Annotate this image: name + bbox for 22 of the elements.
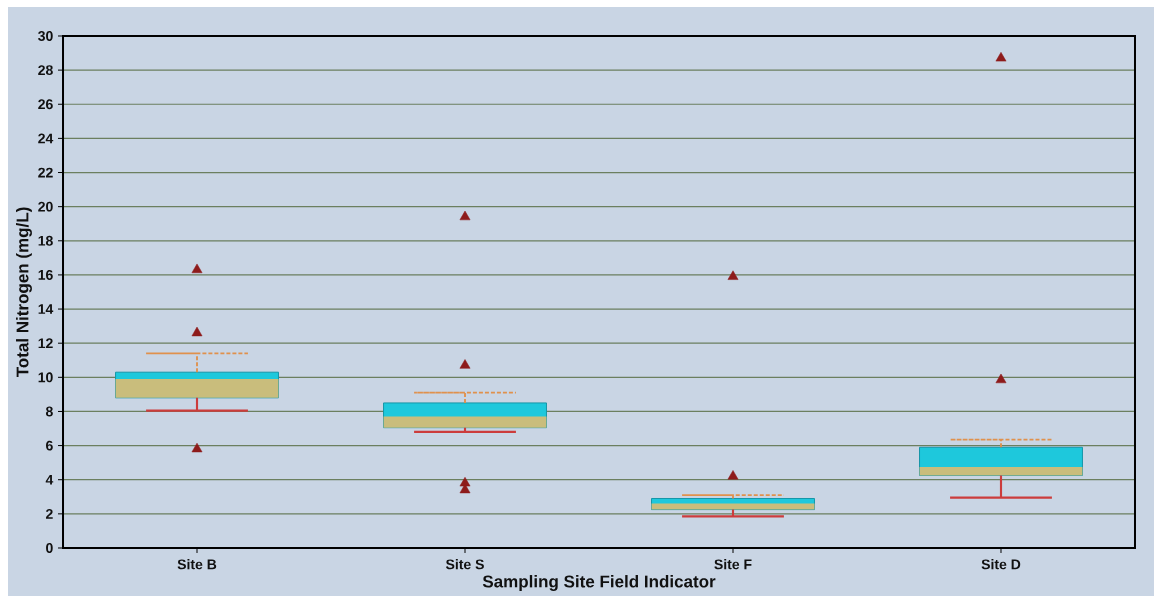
x-tick-label: Site B xyxy=(177,559,217,570)
y-tick-label: 14 xyxy=(38,304,54,314)
y-tick-label: 18 xyxy=(38,235,53,246)
y-tick-label: 30 xyxy=(38,31,53,41)
x-tick-label: Site F xyxy=(714,559,752,570)
y-tick-label: 24 xyxy=(38,133,54,144)
x-axis-title: Sampling Site Field Indicator xyxy=(482,575,716,591)
y-tick-label: 16 xyxy=(38,269,53,280)
y-tick-label: 22 xyxy=(38,167,53,178)
x-tick-label: Site D xyxy=(981,559,1021,570)
y-tick-label: 2 xyxy=(45,508,53,519)
y-tick-label: 4 xyxy=(45,474,54,485)
y-tick-label: 10 xyxy=(38,372,53,383)
y-tick-label: 28 xyxy=(38,65,53,76)
y-tick-label: 6 xyxy=(46,440,53,451)
y-tick-label: 12 xyxy=(38,338,53,349)
y-tick-label: 8 xyxy=(45,406,53,417)
y-axis-title: Total Nitrogen (mg/L) xyxy=(16,207,32,378)
y-tick-label: 0 xyxy=(46,543,53,553)
x-tick-label: Site S xyxy=(445,559,484,570)
y-tick-label: 20 xyxy=(38,201,53,212)
y-tick-label: 26 xyxy=(38,99,53,110)
